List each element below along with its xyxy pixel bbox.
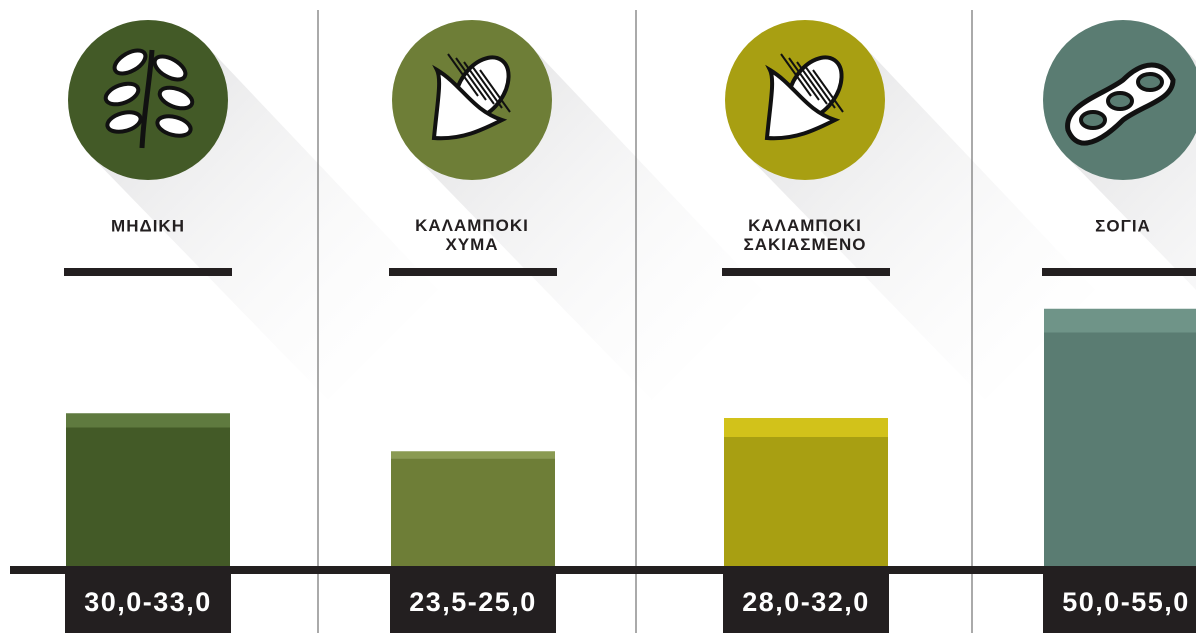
icon-kernel-line — [447, 53, 479, 97]
icon-kernel-line — [796, 61, 828, 105]
range-base — [66, 427, 230, 570]
underline — [389, 268, 557, 276]
category-label: ΚΑΛΑΜΠΟΚΙ ΧΥΜΑ — [415, 216, 529, 254]
icon-kernel-line — [455, 57, 487, 101]
icon-kernel-line — [471, 65, 503, 109]
icon-kernel-line — [780, 53, 812, 97]
icon-leaf — [103, 81, 141, 107]
value-label: 50,0-55,0 — [1062, 587, 1190, 617]
icon-kernel-line — [812, 69, 844, 113]
range-base — [724, 437, 888, 570]
icon-stem — [139, 49, 155, 149]
icon — [103, 48, 195, 149]
icon-leaf — [112, 48, 148, 76]
underline — [64, 268, 232, 276]
dividers — [317, 10, 973, 633]
category-label: ΜΗΔΙΚΗ — [111, 216, 185, 236]
underline — [1042, 268, 1196, 276]
underline — [722, 268, 890, 276]
icon — [764, 53, 844, 141]
range-top — [1044, 308, 1196, 333]
icon — [1065, 62, 1176, 146]
value-box — [65, 570, 231, 633]
value-label: 28,0-32,0 — [742, 587, 870, 617]
range-top — [724, 418, 888, 437]
icon-kernel-line — [788, 57, 820, 101]
icon-husk — [431, 64, 508, 141]
icon-kernel-line — [463, 61, 495, 105]
value-label: 23,5-25,0 — [409, 587, 537, 617]
icon-leaf — [105, 110, 143, 134]
value-label: 30,0-33,0 — [84, 587, 212, 617]
range-base — [391, 458, 555, 570]
baseline — [10, 566, 1196, 574]
icon-kernel-line — [804, 65, 836, 109]
category-label: ΣΟΓΙΑ — [1095, 216, 1151, 236]
icon-bean — [1136, 72, 1164, 92]
value-box — [723, 570, 889, 633]
icon-bean — [1079, 110, 1107, 130]
range-top — [391, 451, 555, 459]
value-box — [390, 570, 556, 633]
icon — [431, 53, 511, 141]
value-box — [1043, 570, 1196, 633]
icon-leaf — [157, 85, 195, 111]
range-top — [66, 413, 230, 428]
icon-husk — [764, 64, 841, 141]
icon-leaf — [155, 114, 193, 138]
category-label: ΚΑΛΑΜΠΟΚΙ ΣΑΚΙΑΣΜΕΝΟ — [743, 216, 867, 254]
range-base — [1044, 332, 1196, 570]
icon-leaf — [152, 54, 188, 82]
icon-kernel-line — [479, 69, 511, 113]
icon-bean — [1106, 91, 1134, 111]
